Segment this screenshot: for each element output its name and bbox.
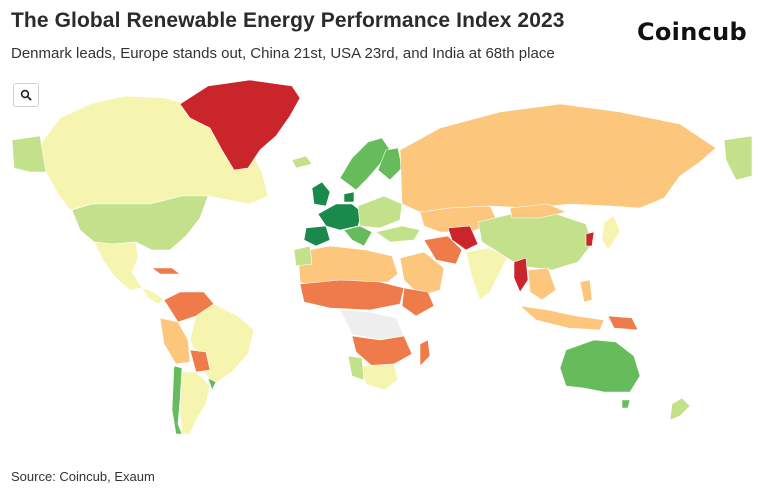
country-mexico[interactable] — [93, 241, 143, 291]
search-button[interactable] — [13, 83, 39, 107]
country-turkey[interactable] — [375, 225, 421, 243]
country-india[interactable] — [465, 247, 509, 301]
country-iran[interactable] — [423, 235, 463, 265]
country-greenland[interactable] — [179, 79, 301, 171]
country-tasmania[interactable] — [621, 399, 631, 409]
choropleth-map[interactable] — [0, 72, 764, 452]
country-uruguay[interactable] — [207, 377, 217, 391]
country-horn-of-africa[interactable] — [401, 287, 435, 317]
country-new-zealand[interactable] — [669, 397, 691, 421]
coincub-logo: Coincub — [636, 18, 747, 46]
country-bolivia[interactable] — [189, 349, 211, 373]
country-morocco[interactable] — [293, 245, 313, 267]
country-madagascar[interactable] — [419, 339, 431, 367]
country-eastern-europe[interactable] — [357, 195, 403, 229]
country-east-africa[interactable] — [351, 335, 413, 367]
country-chile[interactable] — [171, 365, 183, 435]
country-argentina[interactable] — [179, 371, 211, 435]
country-indonesia[interactable] — [519, 305, 605, 331]
country-myanmar[interactable] — [513, 257, 529, 293]
country-mongolia[interactable] — [509, 203, 567, 219]
country-iberia[interactable] — [303, 225, 331, 247]
country-usa[interactable] — [71, 195, 209, 251]
country-southeast-asia[interactable] — [527, 267, 557, 301]
country-russia[interactable] — [399, 103, 717, 213]
country-denmark[interactable] — [343, 191, 355, 203]
country-sahel[interactable] — [299, 279, 405, 311]
country-southern-africa[interactable] — [359, 363, 399, 391]
country-saudi-arabia[interactable] — [399, 251, 445, 297]
country-cuba[interactable] — [151, 267, 181, 275]
country-brazil[interactable] — [189, 303, 255, 385]
country-korea[interactable] — [585, 231, 595, 247]
country-italy-balkans[interactable] — [343, 225, 373, 247]
country-afghanistan-pakistan[interactable] — [447, 225, 479, 251]
country-japan[interactable] — [601, 215, 621, 251]
country-uk-ireland[interactable] — [311, 181, 331, 207]
country-russia-far-east[interactable] — [723, 135, 753, 181]
world-map[interactable] — [0, 72, 764, 452]
country-alaska[interactable] — [11, 135, 47, 173]
search-icon — [20, 89, 32, 101]
country-central-africa[interactable] — [339, 309, 405, 341]
country-papua-new-guinea[interactable] — [607, 315, 639, 331]
country-australia[interactable] — [559, 339, 641, 393]
country-namibia[interactable] — [347, 355, 365, 381]
page-subtitle: Denmark leads, Europe stands out, China … — [11, 45, 555, 62]
country-iceland[interactable] — [291, 155, 313, 169]
country-peru[interactable] — [159, 317, 191, 365]
page-title: The Global Renewable Energy Performance … — [11, 9, 565, 32]
country-central-america[interactable] — [141, 287, 165, 305]
source-note: Source: Coincub, Exaum — [11, 469, 155, 484]
country-philippines[interactable] — [579, 279, 593, 303]
